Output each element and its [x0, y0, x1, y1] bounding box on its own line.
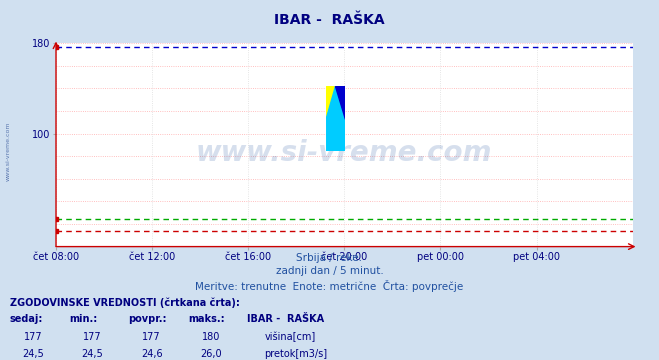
Text: višina[cm]: višina[cm]	[264, 332, 316, 342]
Polygon shape	[335, 86, 345, 119]
Text: zadnji dan / 5 minut.: zadnji dan / 5 minut.	[275, 266, 384, 276]
Text: 177: 177	[24, 332, 42, 342]
Text: 26,0: 26,0	[200, 349, 221, 359]
Polygon shape	[326, 86, 345, 151]
Text: IBAR -  RAŠKA: IBAR - RAŠKA	[247, 314, 324, 324]
Text: www.si-vreme.com: www.si-vreme.com	[5, 121, 11, 181]
Text: maks.:: maks.:	[188, 314, 225, 324]
Text: 24,5: 24,5	[22, 349, 44, 359]
Text: 24,6: 24,6	[141, 349, 162, 359]
Polygon shape	[326, 86, 335, 119]
Text: Meritve: trenutne  Enote: metrične  Črta: povprečje: Meritve: trenutne Enote: metrične Črta: …	[195, 280, 464, 292]
Text: min.:: min.:	[69, 314, 98, 324]
Text: 177: 177	[142, 332, 161, 342]
Text: pretok[m3/s]: pretok[m3/s]	[264, 349, 328, 359]
Text: www.si-vreme.com: www.si-vreme.com	[196, 139, 492, 167]
Text: 180: 180	[202, 332, 220, 342]
Text: IBAR -  RAŠKA: IBAR - RAŠKA	[274, 13, 385, 27]
Text: povpr.:: povpr.:	[129, 314, 167, 324]
Text: 24,5: 24,5	[81, 349, 103, 359]
Text: Srbija / reke.: Srbija / reke.	[297, 253, 362, 263]
Text: sedaj:: sedaj:	[10, 314, 43, 324]
Text: 177: 177	[83, 332, 101, 342]
Text: ZGODOVINSKE VREDNOSTI (črtkana črta):: ZGODOVINSKE VREDNOSTI (črtkana črta):	[10, 297, 240, 307]
